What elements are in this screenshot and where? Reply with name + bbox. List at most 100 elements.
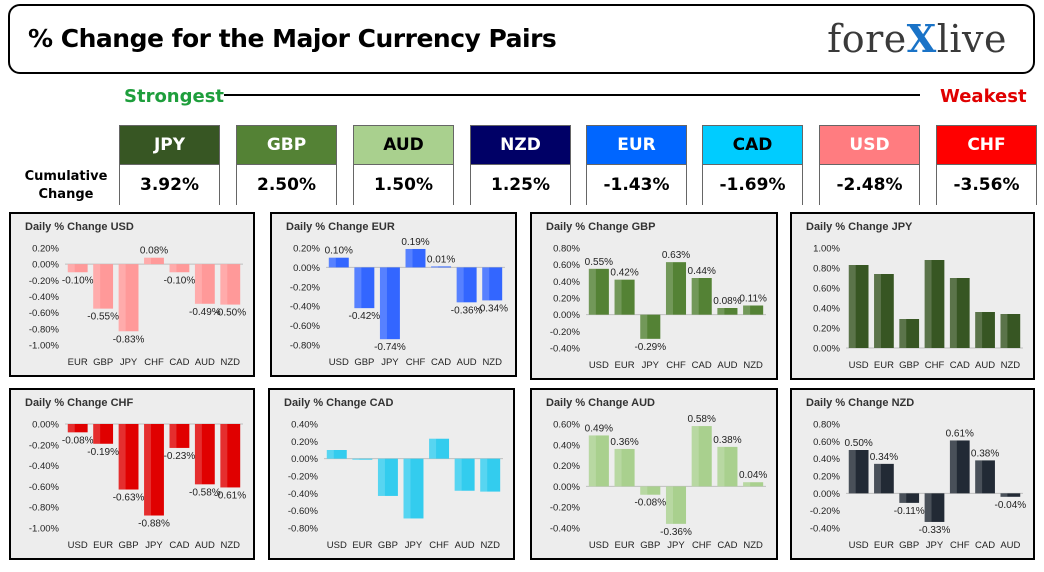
category-label: CHF (666, 360, 686, 371)
bar-usd (326, 450, 347, 459)
bar-highlight (717, 446, 725, 487)
bar-jpy (379, 267, 400, 340)
category-label: AUD (457, 357, 477, 368)
header-box: % Change for the Major Currency Pairs fo… (8, 4, 1035, 74)
data-label: -0.10% (164, 275, 196, 286)
cumulative-value: -3.56% (937, 165, 1036, 205)
y-tick-label: -0.80% (29, 324, 60, 335)
bar-highlight (194, 424, 202, 485)
category-label: CAD (950, 360, 970, 371)
y-tick-label: 0.20% (291, 437, 318, 448)
data-label: -0.83% (113, 334, 145, 345)
category-label: NZD (743, 540, 763, 551)
category-label: GBP (899, 360, 919, 371)
currency-tile-eur: EUR -1.43% (586, 125, 687, 205)
chart-svg: 1.00% 0.80% 0.60% 0.40% 0.20% 0.00% USD EUR GBP C… (813, 244, 1023, 371)
category-label: USD (589, 540, 609, 551)
data-label: -0.36% (660, 527, 692, 538)
bar-cad (169, 264, 190, 273)
bar-highlight (354, 267, 362, 309)
bar-chf (665, 262, 687, 315)
logo-text-left: fore (827, 17, 907, 61)
category-label: AUD (455, 540, 475, 551)
bar-highlight (118, 424, 126, 490)
bar-eur (93, 424, 114, 444)
bar-highlight (379, 267, 387, 340)
bar-aud (194, 264, 215, 304)
weakest-label: Weakest (940, 86, 1027, 107)
forexlive-logo: foreXlive (827, 16, 1007, 61)
chart-svg: 0.00% -0.20% -0.40% -0.60% -0.80% -1.00% USD -0… (29, 420, 246, 552)
bar-eur (352, 458, 373, 460)
category-label: NZD (743, 360, 763, 371)
y-tick-label: -0.80% (288, 524, 319, 535)
category-label: CHF (692, 540, 712, 551)
currency-tile-jpy: JPY 3.92% (119, 125, 220, 205)
data-label: -0.49% (189, 307, 221, 318)
bar-chf (144, 257, 164, 265)
bar-highlight (949, 278, 957, 348)
bar-chf (405, 248, 426, 268)
category-label: USD (849, 540, 869, 551)
bar-highlight (93, 264, 101, 309)
y-tick-label: -0.20% (29, 276, 60, 287)
category-label: CAD (692, 360, 712, 371)
data-label: 0.58% (688, 414, 716, 425)
y-tick-label: -0.40% (288, 489, 319, 500)
y-tick-label: -0.40% (810, 524, 841, 535)
cumulative-value: -1.69% (703, 165, 802, 205)
y-tick-label: 0.00% (293, 263, 320, 274)
y-tick-label: 0.60% (553, 260, 580, 271)
y-tick-label: 0.20% (553, 294, 580, 305)
bar-eur (67, 264, 88, 273)
y-tick-label: 0.80% (553, 244, 580, 255)
category-label: AUD (717, 360, 737, 371)
y-tick-label: -0.40% (290, 302, 321, 313)
y-tick-label: -0.20% (290, 282, 321, 293)
y-tick-label: -0.60% (288, 506, 319, 517)
y-tick-label: 0.00% (291, 454, 318, 465)
data-label: 0.34% (870, 452, 898, 463)
category-label: JPY (405, 540, 423, 551)
bar-highlight (194, 264, 202, 304)
y-tick-label: -0.20% (550, 327, 581, 338)
bar-highlight (454, 458, 462, 491)
bar-gbp (899, 493, 920, 503)
currency-tile-usd: USD -2.48% (819, 125, 920, 205)
y-tick-label: -0.40% (550, 524, 581, 535)
bar-jpy (403, 458, 424, 519)
bar-usd (588, 268, 609, 315)
y-tick-label: 1.00% (813, 244, 840, 255)
logo-text-right: live (936, 17, 1007, 61)
category-label: CAD (431, 357, 451, 368)
currency-tile-gbp: GBP 2.50% (236, 125, 337, 205)
category-label: USD (327, 540, 347, 551)
strength-divider (224, 94, 920, 96)
currency-name: NZD (471, 126, 570, 165)
bar-highlight (429, 438, 437, 459)
cumulative-value: -2.48% (820, 165, 919, 205)
cumulative-value: 2.50% (237, 165, 336, 205)
bar-highlight (899, 319, 907, 348)
category-label: CHF (406, 357, 426, 368)
y-tick-label: 0.20% (813, 324, 840, 335)
y-tick-label: 0.20% (813, 472, 840, 483)
bar-gbp (640, 486, 661, 495)
category-label: CAD (169, 540, 189, 551)
bar-gbp (899, 319, 920, 348)
data-label: -0.63% (113, 493, 145, 504)
y-tick-label: 0.40% (291, 420, 318, 431)
bar-highlight (67, 424, 75, 433)
y-tick-label: 0.00% (32, 420, 59, 431)
chart-svg: 0.40% 0.20% 0.00% -0.20% -0.40% -0.60% -0.80% U… (288, 420, 503, 551)
bar-usd (67, 424, 88, 433)
bar-cad (717, 446, 738, 487)
category-label: GBP (378, 540, 398, 551)
chart-panel-cad: Daily % Change CAD 0.40% 0.20% 0.00% -0.20% -… (268, 388, 515, 560)
y-tick-label: 0.80% (813, 264, 840, 275)
category-label: EUR (615, 360, 635, 371)
chart-title: Daily % Change JPY (806, 221, 913, 233)
y-tick-label: -0.20% (29, 440, 60, 451)
category-label: CAD (975, 540, 995, 551)
data-label: -0.29% (634, 342, 666, 353)
